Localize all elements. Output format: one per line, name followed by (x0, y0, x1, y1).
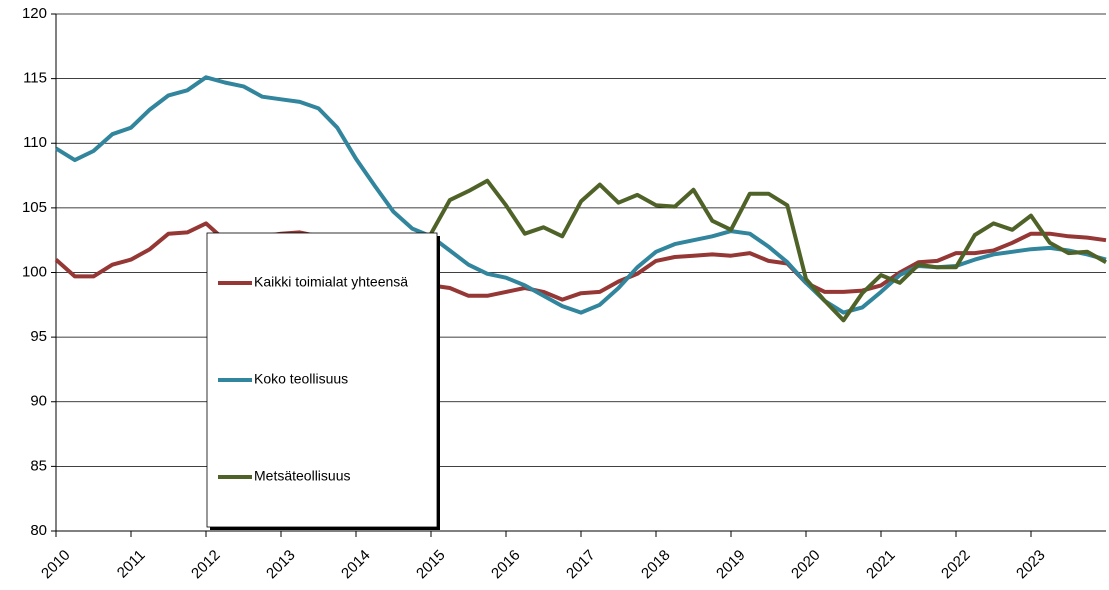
y-tick-label: 105 (22, 199, 47, 216)
x-tick-label: 2015 (413, 547, 449, 583)
y-tick-label: 95 (30, 328, 47, 345)
legend-label: Kaikki toimialat yhteensä (254, 274, 408, 290)
legend: Kaikki toimialat yhteensä Koko teollisuus… (206, 232, 440, 530)
x-tick-label: 2012 (188, 547, 224, 583)
series-line (429, 178, 1107, 323)
x-tick-label: 2023 (1013, 547, 1049, 583)
x-tick-label: 2020 (788, 547, 824, 583)
x-tick-label: 2013 (263, 547, 299, 583)
x-tick-label: 2017 (563, 547, 599, 583)
y-tick-label: 115 (23, 70, 47, 87)
y-tick-label: 120 (22, 5, 47, 22)
x-tick-label: 2021 (863, 547, 899, 583)
x-tick-label: 2016 (488, 547, 524, 583)
x-tick-label: 2019 (713, 547, 749, 583)
y-tick-label: 85 (30, 457, 47, 474)
legend-label: Metsäteollisuus (254, 468, 351, 484)
x-tick-label: 2018 (638, 547, 674, 583)
y-tick-label: 80 (30, 522, 47, 539)
y-tick-label: 90 (30, 393, 47, 410)
legend-label: Koko teollisuus (254, 371, 348, 387)
y-tick-label: 100 (22, 263, 47, 280)
x-tick-label: 2022 (938, 547, 974, 583)
y-tick-label: 110 (23, 134, 47, 151)
x-tick-label: 2014 (338, 547, 374, 583)
x-tick-label: 2011 (114, 547, 149, 582)
x-tick-label: 2010 (38, 547, 74, 583)
